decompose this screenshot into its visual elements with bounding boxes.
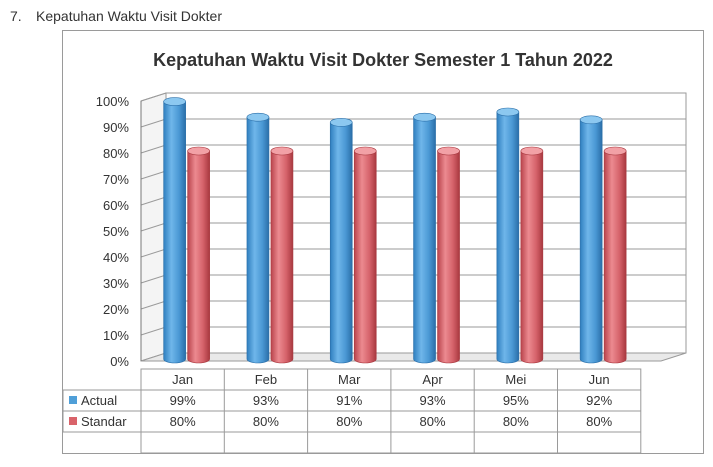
bar-standar-apr	[437, 146, 460, 364]
bar-actual-feb	[246, 112, 270, 364]
legend-swatch-actual	[69, 396, 77, 404]
section-heading: 7. Kepatuhan Waktu Visit Dokter	[10, 8, 222, 24]
bar-standar-jun	[603, 146, 627, 364]
y-tick-label: 60%	[103, 198, 129, 213]
bar-actual-jun	[579, 115, 603, 364]
y-tick-label: 10%	[103, 328, 129, 343]
data-label-standar: 80%	[503, 414, 529, 429]
gridline	[140, 92, 686, 102]
y-tick-label: 50%	[103, 224, 129, 239]
data-label-actual: 99%	[170, 393, 196, 408]
y-tick-label: 80%	[103, 146, 129, 161]
bar-chart: Kepatuhan Waktu Visit Dokter Semester 1 …	[63, 50, 687, 453]
y-tick-label: 30%	[103, 276, 129, 291]
data-label-standar: 80%	[253, 414, 279, 429]
bar-standar-jan	[187, 146, 210, 364]
x-tick-label: Mei	[505, 372, 526, 387]
x-tick-label: Apr	[422, 372, 443, 387]
data-table: Jan Feb Mar Apr Mei Jun Actual 99% 93% 91% 93% 95% 9…	[63, 368, 642, 453]
data-label-standar: 80%	[336, 414, 362, 429]
bar-standar-mar	[353, 146, 377, 364]
bar-actual-mar	[329, 118, 353, 364]
data-label-standar: 80%	[586, 414, 612, 429]
data-label-actual: 92%	[586, 393, 612, 408]
data-label-actual: 93%	[253, 393, 279, 408]
y-axis: 0% 10% 20% 30% 40% 50% 60% 70% 80% 90% 100%	[96, 94, 142, 369]
legend-label-actual: Actual	[81, 393, 117, 408]
bar-actual-apr	[413, 112, 436, 364]
y-tick-label: 20%	[103, 302, 129, 317]
legend-swatch-standar	[69, 417, 77, 425]
data-label-standar: 80%	[170, 414, 196, 429]
data-label-actual: 91%	[336, 393, 362, 408]
chart-title: Kepatuhan Waktu Visit Dokter Semester 1 …	[153, 50, 613, 70]
x-tick-label: Jun	[589, 372, 610, 387]
x-tick-label: Mar	[338, 372, 361, 387]
y-tick-label: 40%	[103, 250, 129, 265]
data-label-actual: 95%	[503, 393, 529, 408]
bar-standar-mei	[520, 146, 544, 364]
section-title: Kepatuhan Waktu Visit Dokter	[36, 8, 222, 24]
bars	[163, 97, 627, 364]
bar-standar-feb	[270, 146, 294, 364]
y-tick-label: 70%	[103, 172, 129, 187]
legend-label-standar: Standar	[81, 414, 127, 429]
data-label-actual: 93%	[420, 393, 446, 408]
section-number: 7.	[10, 8, 22, 24]
chart-frame: Kepatuhan Waktu Visit Dokter Semester 1 …	[62, 30, 704, 454]
x-tick-label: Jan	[172, 372, 193, 387]
data-label-standar: 80%	[420, 414, 446, 429]
y-tick-label: 0%	[110, 354, 129, 369]
x-tick-label: Feb	[255, 372, 277, 387]
bar-actual-mei	[496, 107, 520, 364]
y-tick-label: 90%	[103, 120, 129, 135]
y-tick-label: 100%	[96, 94, 130, 109]
bar-actual-jan	[163, 97, 186, 364]
